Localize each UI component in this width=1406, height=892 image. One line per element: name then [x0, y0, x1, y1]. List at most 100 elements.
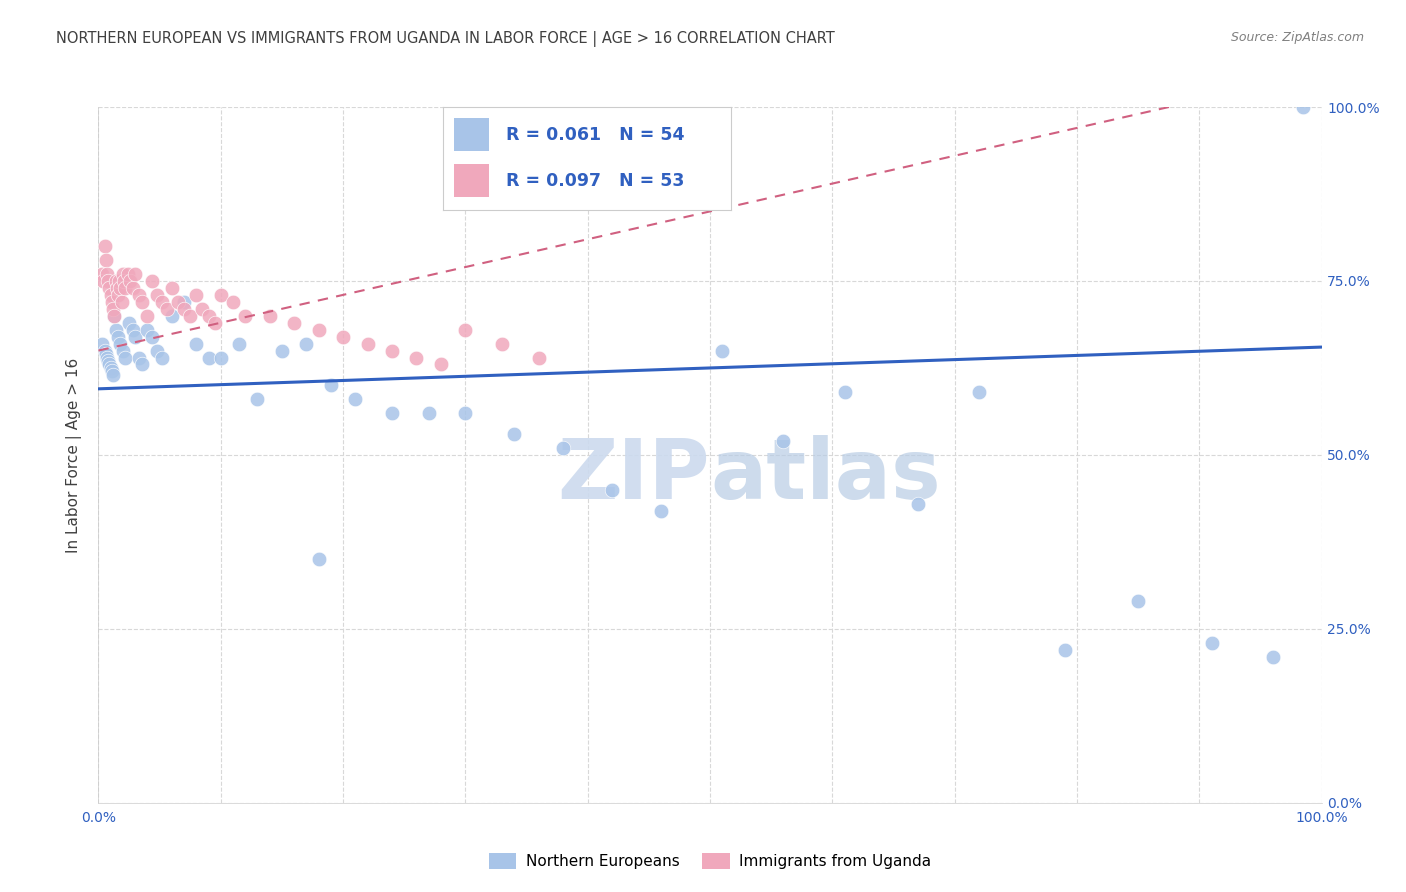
- Point: [527, 351, 550, 365]
- Point: [111, 294, 134, 309]
- Point: [91, 336, 114, 351]
- Point: [124, 329, 146, 343]
- Text: R = 0.061   N = 54: R = 0.061 N = 54: [506, 126, 685, 144]
- Point: [141, 329, 163, 343]
- Text: atlas: atlas: [710, 435, 941, 516]
- Point: [121, 281, 143, 295]
- Point: [101, 368, 124, 382]
- Point: [454, 406, 477, 420]
- Point: [110, 281, 132, 295]
- Point: [103, 309, 125, 323]
- Point: [97, 274, 120, 288]
- Point: [405, 351, 427, 365]
- Point: [150, 351, 173, 365]
- Point: [356, 336, 378, 351]
- Point: [209, 351, 232, 365]
- Point: [96, 351, 118, 365]
- Text: NORTHERN EUROPEAN VS IMMIGRANTS FROM UGANDA IN LABOR FORCE | AGE > 16 CORRELATIO: NORTHERN EUROPEAN VS IMMIGRANTS FROM UGA…: [56, 31, 835, 47]
- Point: [167, 294, 190, 309]
- Point: [100, 288, 122, 302]
- Point: [197, 351, 219, 365]
- Point: [128, 288, 150, 302]
- Legend: Northern Europeans, Immigrants from Uganda: Northern Europeans, Immigrants from Ugan…: [482, 847, 938, 875]
- Point: [1128, 594, 1150, 608]
- Point: [160, 309, 183, 323]
- Point: [128, 351, 150, 365]
- Point: [131, 294, 153, 309]
- Point: [319, 378, 342, 392]
- Point: [121, 323, 143, 337]
- Point: [259, 309, 281, 323]
- Point: [711, 343, 734, 358]
- Point: [295, 336, 318, 351]
- Point: [173, 301, 195, 316]
- Point: [191, 301, 214, 316]
- Point: [160, 281, 183, 295]
- Point: [97, 354, 120, 368]
- Point: [503, 427, 526, 442]
- Point: [104, 323, 127, 337]
- Text: R = 0.097   N = 53: R = 0.097 N = 53: [506, 172, 685, 190]
- Point: [1053, 642, 1076, 657]
- Point: [600, 483, 623, 497]
- Point: [228, 336, 250, 351]
- Point: [110, 336, 132, 351]
- Point: [96, 267, 118, 281]
- Point: [1261, 649, 1284, 664]
- Point: [308, 323, 330, 337]
- Point: [156, 301, 179, 316]
- Point: [111, 343, 134, 358]
- Point: [101, 301, 124, 316]
- Point: [118, 316, 141, 330]
- Text: Source: ZipAtlas.com: Source: ZipAtlas.com: [1230, 31, 1364, 45]
- Point: [93, 239, 115, 253]
- Point: [246, 392, 269, 407]
- Point: [105, 281, 128, 295]
- Point: [141, 274, 163, 288]
- Point: [381, 343, 404, 358]
- Point: [332, 329, 354, 343]
- Point: [418, 406, 440, 420]
- Bar: [454, 164, 489, 197]
- Point: [270, 343, 294, 358]
- Point: [100, 360, 122, 375]
- Point: [173, 294, 195, 309]
- Point: [111, 267, 134, 281]
- Point: [430, 358, 453, 372]
- Text: ZIP: ZIP: [558, 435, 710, 516]
- Point: [209, 288, 232, 302]
- Point: [101, 294, 124, 309]
- Point: [834, 385, 856, 400]
- Point: [186, 288, 208, 302]
- Point: [108, 274, 131, 288]
- Point: [98, 358, 121, 372]
- Point: [114, 351, 136, 365]
- Point: [94, 347, 117, 361]
- Point: [136, 309, 159, 323]
- Point: [222, 294, 245, 309]
- Point: [381, 406, 404, 420]
- Point: [186, 336, 208, 351]
- Point: [491, 336, 513, 351]
- Point: [1292, 100, 1315, 114]
- Point: [146, 288, 169, 302]
- Point: [124, 267, 146, 281]
- Point: [772, 434, 794, 448]
- Point: [1201, 636, 1223, 650]
- Point: [98, 281, 121, 295]
- Point: [107, 329, 129, 343]
- Point: [91, 267, 114, 281]
- Point: [93, 343, 115, 358]
- Point: [117, 267, 139, 281]
- Point: [103, 309, 125, 323]
- Point: [107, 288, 129, 302]
- Point: [179, 309, 201, 323]
- Point: [120, 274, 142, 288]
- Point: [650, 503, 672, 517]
- Point: [197, 309, 219, 323]
- Point: [454, 323, 477, 337]
- Point: [308, 552, 330, 566]
- Point: [136, 323, 159, 337]
- Point: [131, 358, 153, 372]
- Y-axis label: In Labor Force | Age > 16: In Labor Force | Age > 16: [66, 358, 83, 552]
